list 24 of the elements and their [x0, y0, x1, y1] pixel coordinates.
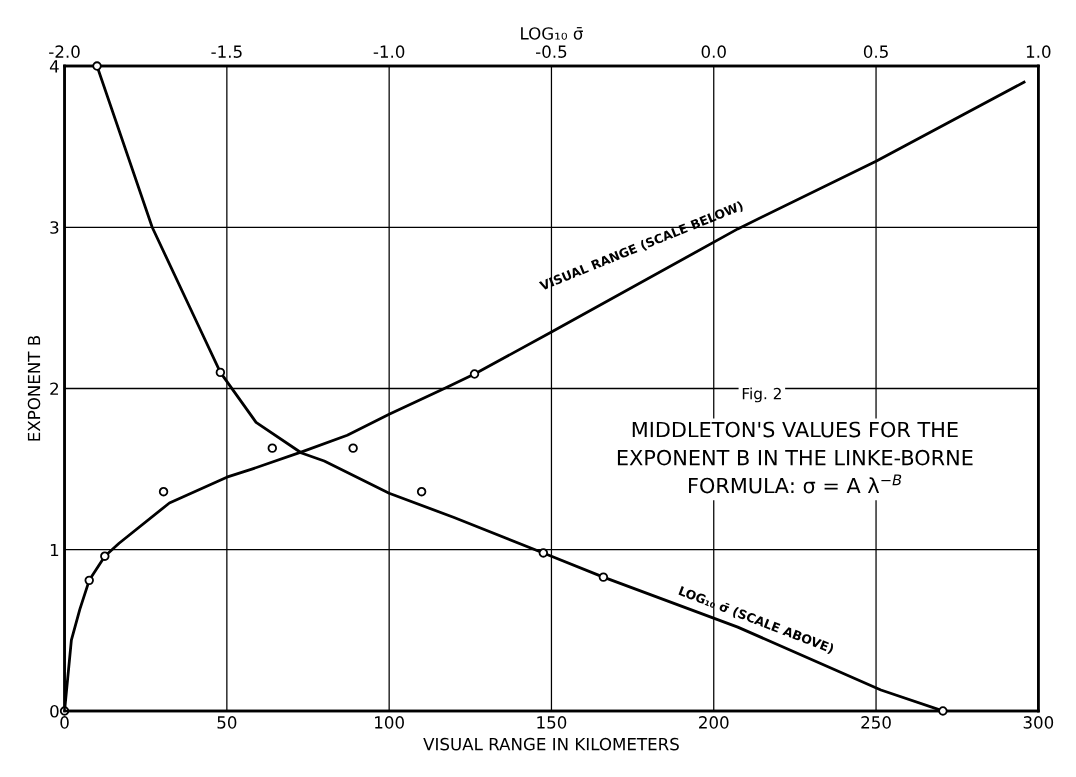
- x2-tick-label: -2.0: [49, 45, 80, 58]
- x2-tick-label: 0.5: [863, 45, 888, 58]
- annotation: MIDDLETON'S VALUES FOR THE EXPONENT B IN THE LINKE-BORNE FORMULA: σ = A λ$^{−B}$: [617, 421, 973, 494]
- y-tick-label: 3: [50, 221, 59, 234]
- x-axis-title: VISUAL RANGE IN KILOMETERS: [423, 737, 679, 751]
- x2-tick-label: -0.5: [536, 45, 567, 58]
- x-tick-label: 50: [217, 716, 237, 729]
- x2-tick-label: 1.0: [1026, 45, 1051, 58]
- x-tick-label: 300: [1023, 716, 1054, 729]
- x2-tick-label: -1.0: [373, 45, 405, 58]
- y-tick-label: 2: [50, 382, 59, 395]
- x2-tick-label: -1.5: [211, 45, 242, 58]
- x2-tick-label: 0.0: [701, 45, 726, 58]
- y-tick-label: 1: [50, 543, 59, 557]
- x-tick-label: 200: [699, 716, 729, 729]
- x-tick-label: 250: [861, 716, 891, 729]
- x2-axis-title: LOG₁₀ σ̄: [521, 27, 583, 40]
- x-tick-label: 0: [60, 716, 69, 729]
- annotation: Fig. 2: [742, 387, 781, 403]
- x-tick-label: 150: [537, 716, 567, 729]
- y-axis-title: EXPONENT B: [27, 335, 41, 441]
- x-tick-label: 100: [375, 716, 404, 729]
- y-tick-label: 0: [50, 704, 59, 718]
- y-tick-label: 4: [49, 60, 59, 73]
